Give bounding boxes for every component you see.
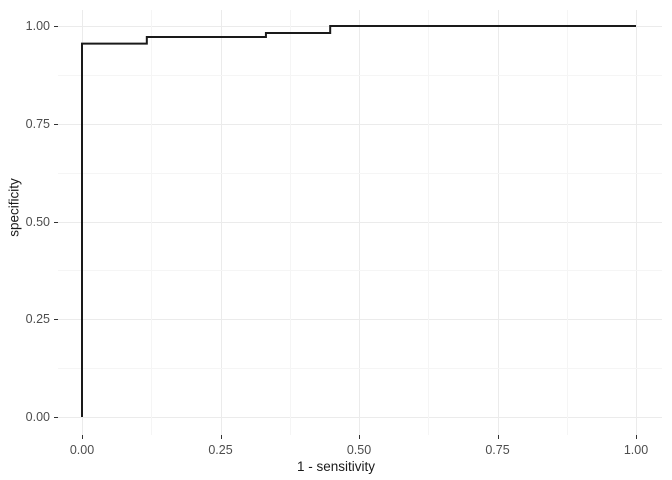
gridline-vertical <box>290 10 291 435</box>
y-tick-label: 1.00 <box>25 19 50 33</box>
gridline-horizontal <box>58 222 662 223</box>
gridline-horizontal <box>58 319 662 320</box>
x-axis-title: 1 - sensitivity <box>296 459 376 474</box>
roc-curve-series <box>81 25 636 417</box>
gridline-horizontal <box>58 270 662 271</box>
x-tick-label: 0.25 <box>208 443 233 457</box>
gridline-vertical <box>567 10 568 435</box>
y-tick-mark <box>54 417 58 418</box>
gridline-vertical <box>359 10 360 435</box>
x-tick-label: 0.00 <box>69 443 95 457</box>
gridline-horizontal <box>58 368 662 369</box>
y-tick-mark <box>54 319 58 320</box>
x-tick-label: 0.75 <box>485 443 510 457</box>
gridline-vertical <box>636 10 637 435</box>
y-tick-label: 0.50 <box>25 214 50 229</box>
roc-curve-line <box>81 25 636 417</box>
y-tick-mark <box>54 124 58 125</box>
y-axis-title: specificity <box>6 178 22 237</box>
x-tick-label: 1.00 <box>623 443 649 457</box>
y-tick-label: 0.25 <box>25 312 50 327</box>
x-tick-mark <box>498 435 499 439</box>
y-tick-label: 0.75 <box>25 116 50 131</box>
x-tick-mark <box>359 435 360 439</box>
x-tick-mark <box>82 435 83 439</box>
gridline-horizontal <box>58 75 662 76</box>
x-tick-label: 0.50 <box>346 443 372 457</box>
y-tick-mark <box>54 26 58 27</box>
gridline-vertical <box>151 10 152 435</box>
y-tick-label: 0.00 <box>25 410 50 424</box>
x-tick-mark <box>636 435 637 439</box>
gridline-vertical <box>428 10 429 435</box>
gridline-horizontal <box>58 173 662 174</box>
gridline-vertical <box>498 10 499 435</box>
y-tick-mark <box>54 222 58 223</box>
gridline-horizontal <box>58 417 662 418</box>
gridline-horizontal <box>58 124 662 125</box>
gridline-vertical <box>221 10 222 435</box>
x-tick-mark <box>221 435 222 439</box>
plot-panel <box>58 10 662 435</box>
